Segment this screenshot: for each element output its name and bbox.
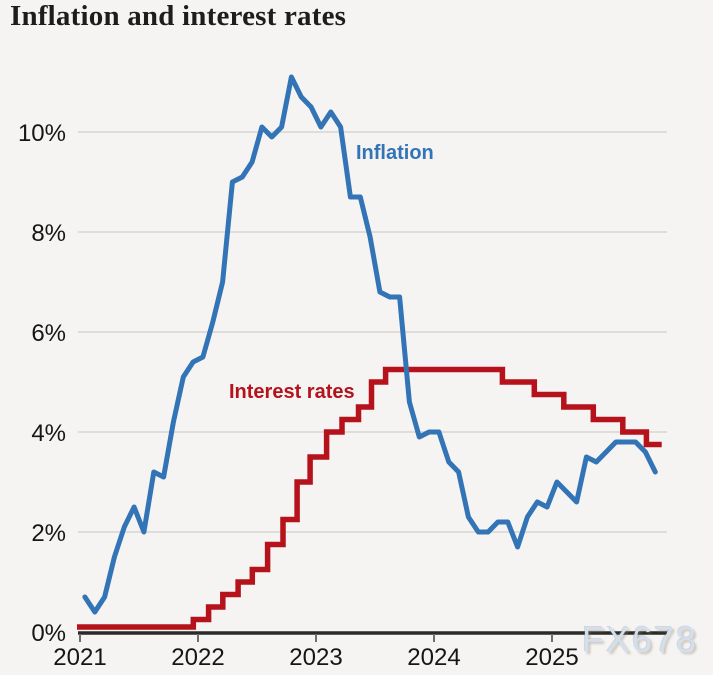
y-axis-tick-label: 2% — [31, 520, 66, 547]
x-axis-tick-label: 2025 — [525, 644, 578, 671]
y-axis-tick-label: 4% — [31, 420, 66, 447]
x-axis-tick-label: 2022 — [171, 644, 224, 671]
y-axis-tick-label: 8% — [31, 220, 66, 247]
x-axis-tick-label: 2024 — [407, 644, 460, 671]
y-axis-tick-label: 0% — [31, 620, 66, 647]
x-axis-tick-label: 2021 — [53, 644, 106, 671]
inflation-series-label: Inflation — [356, 142, 434, 164]
x-axis-tick-label: 2023 — [289, 644, 342, 671]
y-axis-tick-label: 6% — [31, 320, 66, 347]
inflation-line — [82, 74, 658, 615]
y-axis-tick-label: 10% — [18, 120, 66, 147]
interest-rates-line — [77, 366, 662, 630]
chart-title: Inflation and interest rates — [10, 0, 347, 32]
watermark: FX678 — [582, 619, 699, 660]
interest-rates-series-label: Interest rates — [229, 381, 355, 403]
